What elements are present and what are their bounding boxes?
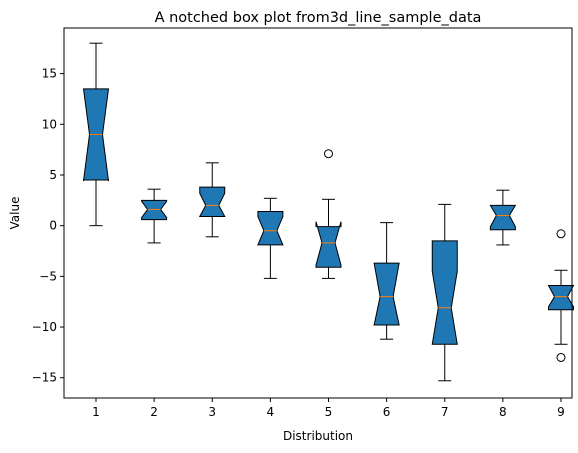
- x-tick-label: 6: [383, 405, 391, 419]
- y-tick-label: −5: [39, 269, 57, 283]
- axes-frame: [63, 27, 573, 399]
- box-body: [373, 262, 400, 326]
- box-1: [82, 42, 110, 227]
- x-tick-label: 1: [92, 405, 100, 419]
- y-tick-label: 5: [49, 168, 57, 182]
- x-tick-label: 7: [441, 405, 449, 419]
- y-tick-label: −15: [32, 371, 57, 385]
- box-body: [141, 199, 168, 221]
- y-tick-label: −10: [32, 320, 57, 334]
- x-tick-label: 9: [557, 405, 565, 419]
- box-body: [82, 88, 110, 182]
- y-tick-label: 0: [49, 219, 57, 233]
- box-4: [257, 197, 284, 279]
- x-tick-label: 8: [499, 405, 507, 419]
- outlier-point: [324, 149, 333, 159]
- box-2: [141, 188, 168, 244]
- y-tick-label: 15: [42, 67, 57, 81]
- y-axis: −15 −10 −5 0 5 10 15: [32, 67, 64, 385]
- box-body: [315, 221, 342, 268]
- x-axis-title: Distribution: [283, 429, 353, 443]
- box-3: [198, 162, 226, 238]
- x-tick-label: 5: [325, 405, 333, 419]
- chart-title: A notched box plot from3d_line_sample_da…: [155, 10, 482, 26]
- plot-area: [82, 42, 575, 382]
- box-body: [431, 240, 458, 345]
- box-9: [547, 229, 575, 362]
- x-axis: 1 2 3 4 5 6 7 8 9: [92, 398, 565, 419]
- box-7: [431, 203, 458, 382]
- x-tick-label: 4: [267, 405, 275, 419]
- box-8: [489, 189, 517, 246]
- outlier-point: [556, 229, 566, 239]
- outlier-point: [556, 352, 566, 362]
- box-body: [198, 186, 226, 218]
- box-6: [373, 222, 400, 340]
- box-5: [315, 149, 342, 279]
- x-tick-label: 2: [150, 405, 158, 419]
- box-body: [257, 210, 284, 246]
- box-body: [489, 204, 517, 231]
- y-axis-title: Value: [8, 197, 22, 230]
- y-tick-label: 10: [42, 117, 57, 131]
- x-tick-label: 3: [208, 405, 216, 419]
- box-body: [547, 284, 575, 311]
